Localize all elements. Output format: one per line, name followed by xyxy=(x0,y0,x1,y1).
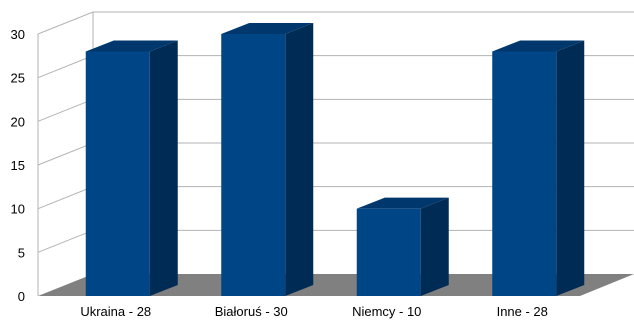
bar-front-face xyxy=(85,51,150,296)
bar xyxy=(221,23,314,296)
bar-top-face xyxy=(492,40,585,52)
bar-side-face xyxy=(285,23,314,296)
bar xyxy=(356,197,449,296)
bar xyxy=(492,40,585,296)
floor-plane xyxy=(38,274,634,296)
y-tick-label: 0 xyxy=(18,289,25,304)
y-tick-label: 10 xyxy=(11,202,25,217)
bar-top-face xyxy=(85,40,178,52)
gridline xyxy=(37,11,634,35)
x-axis-category-labels: Ukraina - 28 Białoruś - 30 Niemcy - 10 Inne… xyxy=(80,304,548,319)
chart-bars xyxy=(85,23,585,296)
y-tick-label: 20 xyxy=(11,114,25,129)
bar xyxy=(85,40,178,296)
y-tick-label: 5 xyxy=(18,245,25,260)
bar-top-face xyxy=(356,197,449,209)
y-axis-tick-labels: 0 5 10 15 20 25 30 xyxy=(11,27,25,304)
y-tick-label: 25 xyxy=(11,71,25,86)
y-tick-label: 15 xyxy=(11,158,25,173)
bar-side-face xyxy=(420,197,449,296)
bar-front-face xyxy=(356,208,421,296)
y-tick-label: 30 xyxy=(11,27,25,42)
bar-front-face xyxy=(221,34,286,296)
x-category-label: Białoruś - 30 xyxy=(215,304,288,319)
bar-top-face xyxy=(221,23,314,34)
x-category-label: Niemcy - 10 xyxy=(352,304,421,319)
bar-side-face xyxy=(556,40,585,296)
x-category-label: Ukraina - 28 xyxy=(80,304,151,319)
x-category-label: Inne - 28 xyxy=(497,304,548,319)
bar-front-face xyxy=(492,51,557,296)
chart-floor xyxy=(38,274,634,296)
bar-side-face xyxy=(149,40,178,296)
